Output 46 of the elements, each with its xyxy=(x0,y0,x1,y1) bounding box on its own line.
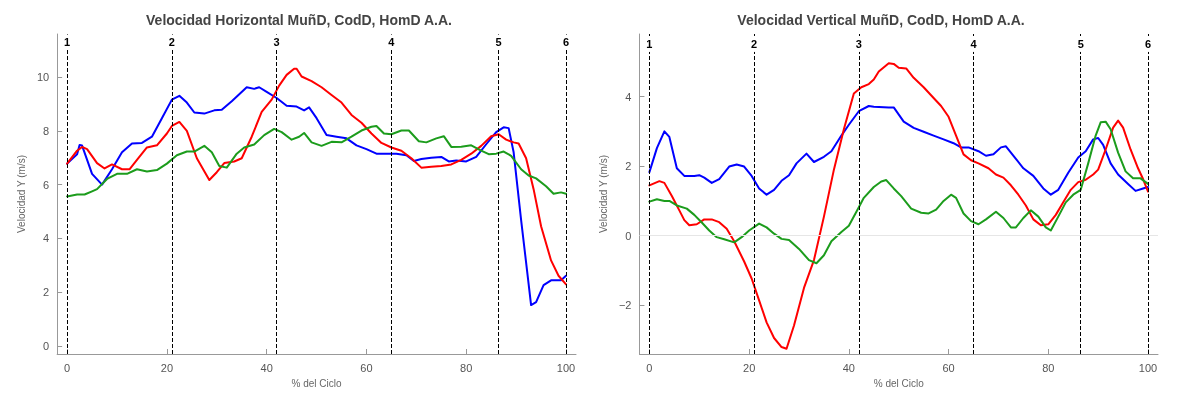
annotation: 4 xyxy=(388,36,396,49)
x-tick-label: 40 xyxy=(260,361,273,374)
x-tick-label: 0 xyxy=(646,361,653,374)
line-series xyxy=(648,62,1150,350)
y-tick-label: −2 xyxy=(618,299,632,312)
line-series xyxy=(66,86,568,307)
x-tick-label: 80 xyxy=(1042,361,1055,374)
y-tick-label: 6 xyxy=(43,178,50,191)
line-series xyxy=(648,105,1150,196)
x-tick-label: 0 xyxy=(64,361,71,374)
y-tick-label: 4 xyxy=(625,90,632,103)
annotation: 1 xyxy=(64,36,71,49)
x-tick-label: 80 xyxy=(460,361,473,374)
y-tick-label: 0 xyxy=(43,339,50,352)
y-tick-label: 10 xyxy=(36,71,50,84)
y-tick-label: 4 xyxy=(43,232,50,245)
annotation: 3 xyxy=(273,36,280,49)
y-tick-label: 2 xyxy=(43,286,50,299)
chart-title: Velocidad Vertical MuñD, CodD, HomD A.A. xyxy=(737,12,1025,28)
y-axis-title: Velocidad Y (m/s) xyxy=(15,154,27,234)
x-tick-label: 60 xyxy=(942,361,955,374)
annotation: 1 xyxy=(646,38,653,51)
x-tick-label: 100 xyxy=(556,361,576,374)
line-series xyxy=(66,67,568,286)
x-tick-label: 100 xyxy=(1138,361,1158,374)
x-tick-label: 60 xyxy=(360,361,373,374)
annotation: 3 xyxy=(855,38,862,51)
chart-title: Velocidad Horizontal MuñD, CodD, HomD A.A. xyxy=(146,12,452,28)
annotation: 4 xyxy=(970,38,978,51)
x-tick-label: 20 xyxy=(160,361,174,374)
x-axis-title: % del Ciclo xyxy=(291,377,343,389)
x-tick-label: 20 xyxy=(743,361,756,374)
y-tick-label: 8 xyxy=(43,124,50,137)
y-axis-title: Velocidad Y (m/s) xyxy=(597,154,609,234)
y-tick-label: 0 xyxy=(625,229,632,242)
annotation: 6 xyxy=(562,36,570,49)
line-series xyxy=(66,124,568,198)
annotation: 2 xyxy=(168,36,175,49)
y-tick-label: 2 xyxy=(625,160,632,173)
line-series xyxy=(648,120,1150,265)
annotation: 5 xyxy=(1077,38,1084,51)
x-tick-label: 40 xyxy=(842,361,855,374)
annotation: 5 xyxy=(495,36,502,49)
annotation: 6 xyxy=(1144,38,1152,51)
x-axis-title: % del Ciclo xyxy=(873,377,925,389)
annotation: 2 xyxy=(751,38,758,51)
